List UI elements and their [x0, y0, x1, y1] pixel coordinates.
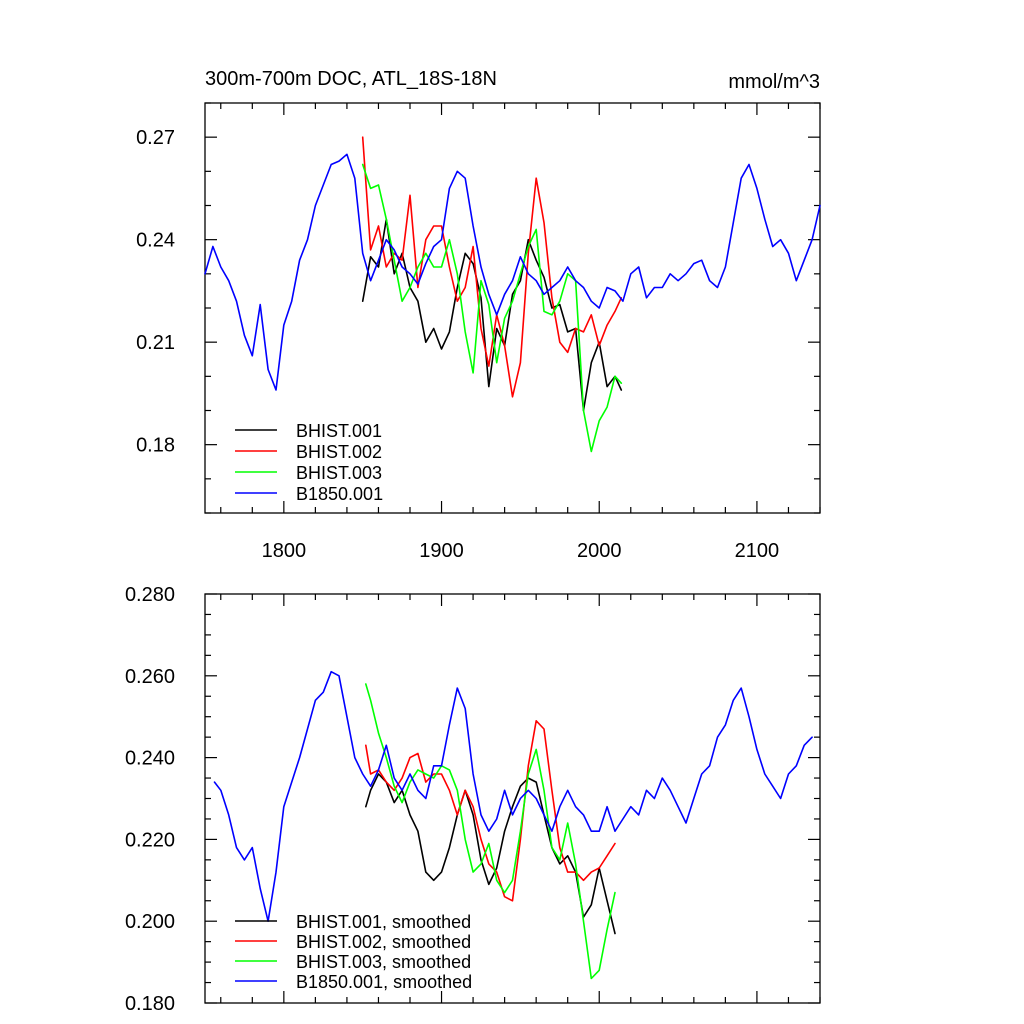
- series-line-1-2: [361, 136, 623, 398]
- y-tick-label: 0.27: [136, 127, 175, 149]
- y-tick-label: 0.24: [136, 230, 175, 252]
- legend-label: B1850.001, smoothed: [296, 972, 472, 992]
- legend-label: B1850.001: [296, 484, 383, 504]
- units-label: mmol/m^3: [728, 71, 820, 93]
- x-tick-label: 2100: [735, 540, 780, 562]
- series-line-2-1: [364, 773, 616, 935]
- legend-label: BHIST.003: [296, 463, 382, 483]
- series-line-2-4: [213, 670, 813, 923]
- y-tick-label: 0.240: [125, 748, 175, 770]
- legend-label: BHIST.001: [296, 421, 382, 441]
- plot-title: 300m-700m DOC, ATL_18S-18N: [205, 68, 497, 90]
- legend-label: BHIST.002: [296, 442, 382, 462]
- series-line-1-3: [361, 163, 623, 453]
- y-tick-label: 0.180: [125, 993, 175, 1015]
- legend-label: BHIST.003, smoothed: [296, 952, 471, 972]
- x-tick-label: 2000: [577, 540, 622, 562]
- y-tick-label: 0.280: [125, 584, 175, 606]
- series-line-2-3: [364, 683, 616, 980]
- y-tick-label: 0.220: [125, 829, 175, 851]
- y-tick-label: 0.260: [125, 666, 175, 688]
- legend-label: BHIST.001, smoothed: [296, 912, 471, 932]
- x-tick-label: 1800: [262, 540, 307, 562]
- y-tick-label: 0.18: [136, 435, 175, 457]
- x-tick-label: 1900: [419, 540, 464, 562]
- y-tick-label: 0.200: [125, 911, 175, 933]
- series-line-1-4: [204, 153, 821, 391]
- y-tick-label: 0.21: [136, 332, 175, 354]
- series-line-2-2: [364, 719, 616, 902]
- legend-label: BHIST.002, smoothed: [296, 932, 471, 952]
